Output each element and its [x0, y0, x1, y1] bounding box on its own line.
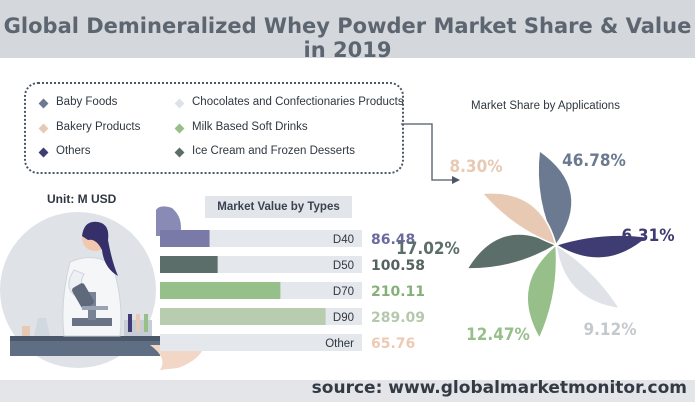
bar-category-label: D40	[333, 234, 354, 246]
bar	[160, 256, 218, 273]
pie-value-label: 46.78%	[562, 151, 626, 171]
pie-slice	[554, 234, 650, 259]
pie-value-label: 6.31%	[621, 226, 674, 246]
pie-value-label: 8.30%	[449, 157, 502, 177]
legend-label: Chocolates and Confectionaries Products	[192, 96, 404, 108]
bar-track	[160, 230, 362, 247]
unit-label: Unit: M USD	[47, 192, 117, 206]
source-bar	[0, 380, 695, 402]
bar	[160, 282, 281, 299]
bar-chart-title: Market Value by Types	[205, 196, 352, 218]
legend-label: Ice Cream and Frozen Desserts	[192, 145, 355, 157]
pie-slice	[526, 243, 558, 341]
bar-category-label: D50	[333, 260, 354, 272]
legend-label: Baby Foods	[56, 96, 118, 108]
bar	[160, 308, 326, 325]
source-text: source: www.globalmarketmonitor.com	[311, 378, 687, 398]
pie-value-label: 12.47%	[466, 325, 530, 345]
legend-label: Others	[56, 145, 91, 157]
bar-category-label: D90	[333, 312, 354, 324]
scientist-illustration	[0, 212, 160, 368]
bottom-swoosh	[150, 345, 205, 370]
legend	[24, 82, 404, 174]
bar	[160, 230, 210, 247]
bar-value-label: 65.76	[371, 336, 415, 352]
legend-connector	[401, 123, 452, 181]
pie-value-label: 9.12%	[583, 320, 636, 340]
pie-chart-title: Market Share by Applications	[471, 100, 620, 112]
title-bar	[0, 0, 695, 58]
pie-value-label: 17.02%	[396, 239, 460, 259]
pie-slice	[465, 233, 558, 270]
bar-category-label: D70	[333, 286, 354, 298]
top-swoosh	[156, 206, 181, 236]
bar-value-label: 210.11	[371, 284, 425, 300]
connector-arrow	[452, 176, 460, 184]
pie-slice	[480, 192, 558, 247]
pie-slice	[555, 243, 622, 310]
bar-value-label: 86.48	[371, 232, 415, 248]
legend-label: Bakery Products	[56, 121, 141, 133]
bar-value-label: 100.58	[371, 258, 425, 274]
bar-track	[160, 334, 362, 351]
legend-label: Milk Based Soft Drinks	[192, 121, 308, 133]
page-title: Global Demineralized Whey Powder Market …	[3, 14, 692, 62]
bar-value-label: 289.09	[371, 310, 425, 326]
bar-category-label: Other	[325, 338, 354, 350]
